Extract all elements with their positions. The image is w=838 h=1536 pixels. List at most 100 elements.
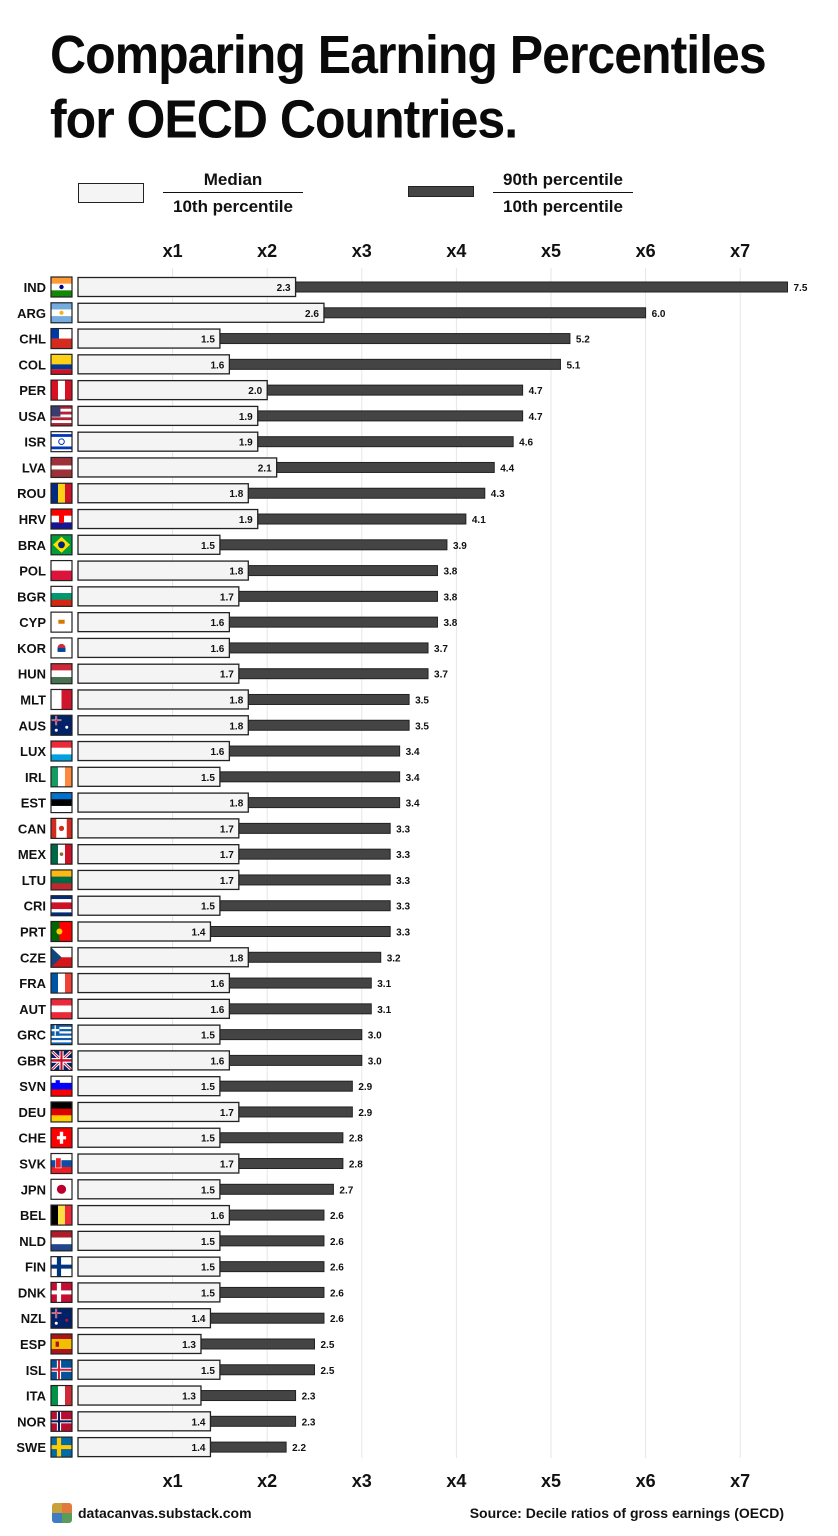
p90-value-label: 3.7 — [434, 644, 448, 655]
p90-value-label: 5.1 — [566, 360, 580, 371]
uk-flag-icon — [49, 1049, 74, 1072]
median-value-label: 1.8 — [229, 695, 243, 706]
bar-median — [77, 869, 240, 891]
portugal-flag-icon — [50, 920, 73, 943]
p90-value-label: 2.5 — [321, 1366, 335, 1377]
bar-median — [77, 1436, 212, 1458]
p90-value-label: 7.5 — [794, 283, 808, 294]
median-value-label: 1.7 — [220, 876, 234, 887]
norway-flag-icon — [50, 1410, 73, 1432]
france-flag-icon — [50, 972, 73, 994]
p90-value-label: 3.3 — [396, 824, 410, 835]
country-label: AUT — [19, 1002, 46, 1017]
denmark-flag-icon — [50, 1281, 73, 1304]
median-value-label: 1.7 — [220, 592, 234, 603]
brazil-flag-icon — [50, 534, 73, 556]
germany-flag-icon — [50, 1101, 73, 1123]
bar-median — [77, 689, 249, 710]
bar-median — [77, 560, 249, 581]
p90-value-label: 2.6 — [330, 1211, 344, 1222]
median-value-label: 1.7 — [220, 850, 234, 861]
estonia-flag-icon — [50, 791, 73, 814]
country-label: MLT — [20, 692, 46, 707]
country-label: PRT — [20, 925, 46, 940]
median-value-label: 1.3 — [182, 1340, 196, 1351]
costa-rica-flag-icon — [50, 895, 73, 917]
country-label: DEU — [19, 1105, 46, 1120]
country-label: AUS — [19, 718, 47, 733]
country-label: PER — [19, 383, 46, 398]
p90-value-label: 3.8 — [443, 592, 457, 603]
median-value-label: 1.8 — [229, 489, 243, 500]
p90-value-label: 6.0 — [652, 309, 666, 320]
p90-value-label: 4.7 — [529, 386, 543, 397]
country-label: SVN — [19, 1079, 46, 1094]
median-value-label: 1.9 — [239, 515, 253, 526]
country-label: CRI — [24, 899, 46, 914]
p90-value-label: 2.3 — [302, 1392, 316, 1403]
slovenia-flag-icon — [50, 1075, 73, 1097]
bar-median — [77, 1127, 221, 1148]
bar-median — [77, 1024, 221, 1045]
p90-value-label: 5.2 — [576, 335, 590, 346]
bar-median — [77, 1333, 202, 1355]
bar-median — [77, 1204, 231, 1226]
bar-median — [77, 354, 231, 375]
bar-median — [77, 534, 221, 555]
median-value-label: 1.4 — [192, 928, 206, 939]
bar-median — [77, 663, 240, 684]
p90-value-label: 3.0 — [368, 1031, 382, 1042]
country-label: SWE — [16, 1440, 46, 1455]
median-value-label: 1.6 — [210, 979, 224, 990]
bar-median — [77, 1076, 221, 1097]
legend-p90-denominator: 10th percentile — [503, 197, 623, 216]
median-value-label: 1.7 — [220, 1108, 234, 1119]
legend-p90-swatch — [408, 186, 474, 197]
country-label: USA — [19, 409, 47, 424]
cyprus-flag-icon — [50, 611, 73, 633]
median-value-label: 1.8 — [229, 721, 243, 732]
x-tick-label-bottom: x2 — [257, 1471, 277, 1491]
poland-flag-icon — [50, 559, 73, 582]
chart-title: Comparing Earning Percentiles for OECD C… — [50, 24, 767, 150]
chile-flag-icon — [50, 327, 73, 350]
bar-median — [77, 328, 221, 349]
median-value-label: 1.5 — [201, 1134, 215, 1145]
bar-median — [77, 457, 278, 478]
bar-median — [77, 1256, 221, 1277]
bar-median — [77, 1153, 240, 1174]
median-value-label: 1.6 — [210, 1005, 224, 1016]
median-value-label: 2.1 — [258, 463, 272, 474]
p90-value-label: 2.6 — [330, 1263, 344, 1274]
country-label: HRV — [19, 512, 47, 527]
p90-value-label: 3.5 — [415, 721, 429, 732]
p90-value-label: 3.3 — [396, 928, 410, 939]
p90-value-label: 2.8 — [349, 1134, 363, 1145]
country-label: JPN — [21, 1182, 46, 1197]
greece-flag-icon — [50, 1024, 73, 1046]
p90-value-label: 2.3 — [302, 1417, 316, 1428]
country-label: FRA — [19, 976, 46, 991]
p90-value-label: 3.4 — [406, 799, 420, 810]
iceland-flag-icon — [50, 1359, 73, 1381]
p90-value-label: 3.2 — [387, 953, 401, 964]
median-value-label: 1.5 — [201, 1366, 215, 1377]
austria-flag-icon — [50, 998, 73, 1020]
country-label: SVK — [19, 1157, 46, 1172]
bar-median — [77, 1282, 221, 1303]
bar-median — [77, 431, 259, 452]
country-label: EST — [21, 796, 46, 811]
bar-median — [77, 1050, 231, 1071]
bar-median — [77, 921, 212, 942]
country-label: CHL — [19, 332, 46, 347]
country-label: LTU — [22, 873, 46, 888]
legend-median-numerator: Median — [163, 168, 303, 193]
p90-value-label: 4.4 — [500, 463, 514, 474]
bar-median — [77, 766, 221, 787]
p90-value-label: 3.8 — [443, 567, 457, 578]
bar-median — [77, 379, 268, 401]
median-value-label: 1.5 — [201, 1082, 215, 1093]
bar-median — [77, 508, 259, 530]
country-label: NOR — [17, 1414, 47, 1429]
luxembourg-flag-icon — [50, 740, 73, 762]
